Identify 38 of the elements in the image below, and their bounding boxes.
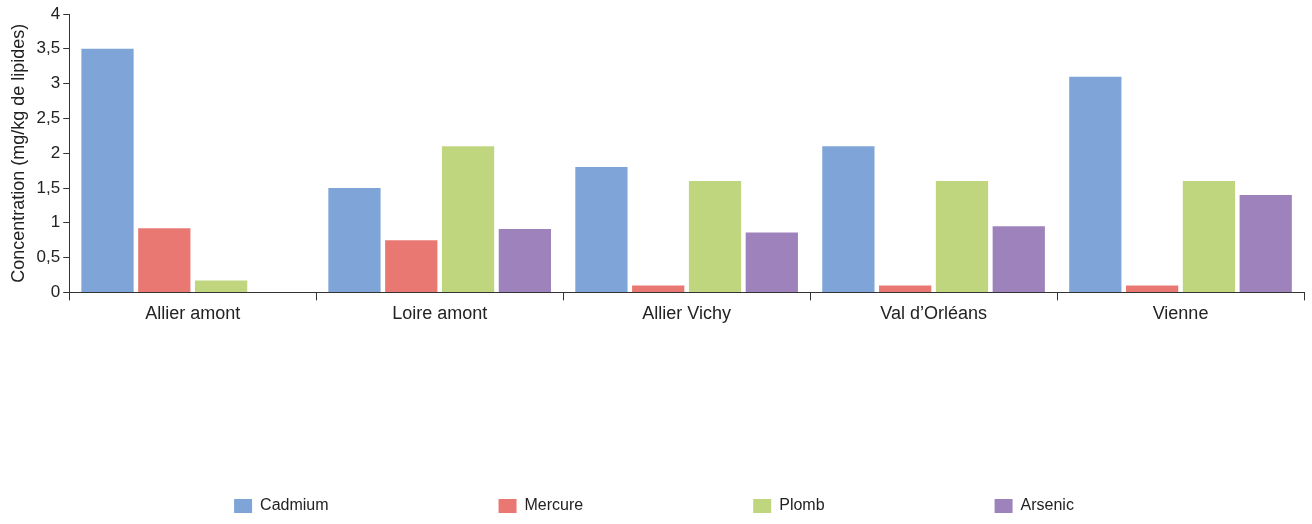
bar [879,285,932,292]
bar [1069,76,1122,292]
x-tick-label: Vienne [1152,303,1209,324]
y-tick-label: 0,5 [36,247,61,267]
y-tick-label: 3,5 [36,38,61,58]
legend-label: Mercure [524,496,584,514]
bar [745,232,798,292]
y-axis-title: Concentration (mg/kg de lipides) [7,23,28,283]
legend-label: Cadmium [260,496,329,514]
bar [688,181,742,292]
bar [1182,181,1236,292]
legend-label: Arsenic [1020,496,1074,514]
x-tick-label: Val d’Orléans [880,303,987,324]
bar [822,146,875,292]
y-tick-label: 1 [50,212,61,232]
bar [1239,194,1292,292]
x-tick-label: Allier Vichy [642,303,731,324]
bar [935,181,989,292]
x-tick-label: Loire amont [392,303,488,324]
bar [498,229,551,292]
bar [328,188,381,292]
bar [992,226,1045,292]
bar [441,146,495,292]
bar [1126,285,1179,292]
y-tick-label: 2 [50,142,61,162]
y-tick-label: 4 [50,3,61,23]
legend-label: Plomb [779,496,825,514]
bar [575,167,628,292]
y-tick-label: 3 [50,73,61,93]
bar [632,285,685,292]
y-tick-label: 1,5 [36,177,61,197]
y-tick-label: 0 [50,282,61,302]
y-tick-label: 2,5 [36,108,61,128]
bar [138,228,191,292]
x-tick-label: Allier amont [145,303,241,324]
bar [385,240,438,292]
bar [81,48,134,292]
bar [194,280,248,292]
